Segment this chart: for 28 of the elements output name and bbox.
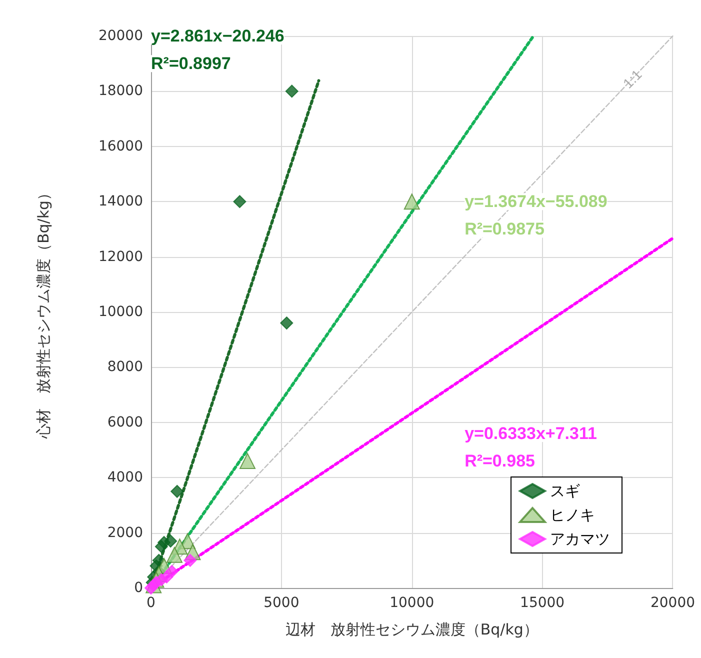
y-tick-label: 20000: [98, 28, 143, 44]
x-axis-title: 辺材 放射性セシウム濃度（Bq/kg）: [285, 620, 538, 638]
y-axis-title: 心材 放射性セシウム濃度（Bq/kg）: [34, 185, 52, 440]
legend-label: アカマツ: [550, 530, 610, 548]
legend-label: ヒノキ: [550, 506, 595, 524]
x-tick-label: 5000: [264, 595, 300, 611]
x-tick-label: 15000: [520, 595, 565, 611]
annotation: R²=0.985: [464, 452, 535, 471]
y-tick-label: 10000: [98, 304, 143, 320]
annotation: R²=0.8997: [151, 54, 231, 74]
y-tick-label: 16000: [98, 138, 143, 154]
legend-label: スギ: [550, 482, 580, 500]
y-tick-label: 2000: [107, 524, 143, 541]
y-tick-label: 0: [134, 580, 143, 596]
annotation: y=1.3674x−55.089: [464, 192, 608, 212]
y-tick-label: 4000: [107, 470, 143, 486]
annotation: 1:1: [620, 66, 645, 92]
y-tick-label: 12000: [98, 248, 143, 265]
y-tick-label: 6000: [107, 414, 143, 430]
x-tick-label: 20000: [650, 595, 696, 611]
annotation: y=2.861x−20.246: [151, 26, 284, 46]
annotation: y=0.6333x+7.311: [464, 424, 597, 443]
x-tick-label: 10000: [390, 595, 434, 611]
x-tick-label: 0: [146, 595, 156, 611]
y-tick-label: 8000: [107, 359, 143, 376]
y-tick-label: 14000: [98, 194, 143, 210]
y-tick-label: 18000: [98, 83, 143, 100]
annotation: R²=0.9875: [464, 220, 544, 239]
